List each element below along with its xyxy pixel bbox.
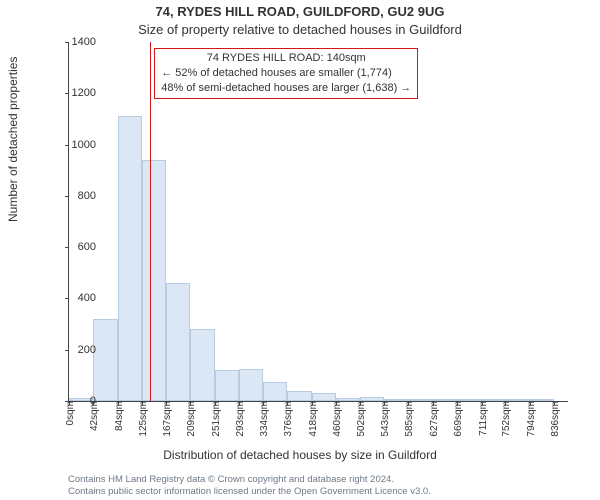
x-tick-label: 543sqm <box>380 401 391 437</box>
annotation-box: 74 RYDES HILL ROAD: 140sqm ← 52% of deta… <box>154 48 418 99</box>
x-axis-label: Distribution of detached houses by size … <box>0 448 600 462</box>
histogram-bar <box>118 116 142 401</box>
x-tick-label: 752sqm <box>501 401 512 437</box>
annotation-line1: 74 RYDES HILL ROAD: 140sqm <box>161 51 411 66</box>
histogram-bar <box>142 160 166 401</box>
y-tick-label: 600 <box>36 241 96 253</box>
annotation-line2: ← 52% of detached houses are smaller (1,… <box>161 66 411 81</box>
y-axis-label: Number of detached properties <box>6 57 20 222</box>
y-tick-label: 1200 <box>36 87 96 99</box>
histogram-bar <box>215 370 239 401</box>
x-tick-label: 418sqm <box>308 401 319 437</box>
chart-container: 74, RYDES HILL ROAD, GUILDFORD, GU2 9UG … <box>0 0 600 500</box>
credits: Contains HM Land Registry data © Crown c… <box>68 474 431 498</box>
x-tick-label: 125sqm <box>138 401 149 437</box>
x-tick-label: 293sqm <box>235 401 246 437</box>
x-tick-label: 209sqm <box>186 401 197 437</box>
x-tick-label: 167sqm <box>162 401 173 437</box>
plot-area: 74 RYDES HILL ROAD: 140sqm ← 52% of deta… <box>68 42 568 402</box>
histogram-bar <box>239 369 263 401</box>
credits-line2: Contains public sector information licen… <box>68 486 431 498</box>
x-tick-label: 627sqm <box>429 401 440 437</box>
chart-title-address: 74, RYDES HILL ROAD, GUILDFORD, GU2 9UG <box>0 4 600 19</box>
y-tick-label: 0 <box>36 395 96 407</box>
credits-line1: Contains HM Land Registry data © Crown c… <box>68 474 431 486</box>
x-tick-label: 711sqm <box>478 401 489 436</box>
x-tick-label: 794sqm <box>526 401 537 437</box>
x-tick-label: 669sqm <box>453 401 464 437</box>
y-tick-label: 1400 <box>36 36 96 48</box>
histogram-bar <box>190 329 214 401</box>
x-tick-label: 334sqm <box>259 401 270 437</box>
x-tick-label: 836sqm <box>550 401 561 437</box>
chart-title-subtitle: Size of property relative to detached ho… <box>0 22 600 37</box>
marker-vertical-line <box>150 42 151 401</box>
x-tick-label: 502sqm <box>356 401 367 437</box>
x-tick-label: 251sqm <box>211 401 222 437</box>
x-tick-label: 376sqm <box>283 401 294 437</box>
y-tick-label: 800 <box>36 190 96 202</box>
histogram-bar <box>287 391 311 401</box>
histogram-bar <box>166 283 190 401</box>
x-tick-label: 84sqm <box>114 401 125 431</box>
y-tick-label: 400 <box>36 292 96 304</box>
x-tick-label: 460sqm <box>332 401 343 437</box>
annotation-line3: 48% of semi-detached houses are larger (… <box>161 81 411 96</box>
histogram-bar <box>263 382 287 401</box>
y-tick-label: 200 <box>36 344 96 356</box>
histogram-bar <box>312 393 336 401</box>
y-tick-label: 1000 <box>36 139 96 151</box>
x-tick-label: 585sqm <box>404 401 415 437</box>
histogram-bar <box>93 319 117 401</box>
